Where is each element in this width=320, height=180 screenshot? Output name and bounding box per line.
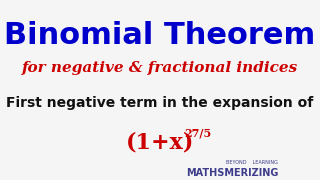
Text: First negative term in the expansion of: First negative term in the expansion of (6, 96, 314, 110)
Text: MATHSMERIZING: MATHSMERIZING (186, 168, 278, 178)
Text: 27/5: 27/5 (184, 127, 212, 138)
Text: for negative & fractional indices: for negative & fractional indices (22, 61, 298, 75)
Text: BEYOND    LEARNING: BEYOND LEARNING (226, 161, 278, 165)
Text: (1+x): (1+x) (126, 132, 194, 154)
Text: Binomial Theorem: Binomial Theorem (4, 21, 316, 50)
